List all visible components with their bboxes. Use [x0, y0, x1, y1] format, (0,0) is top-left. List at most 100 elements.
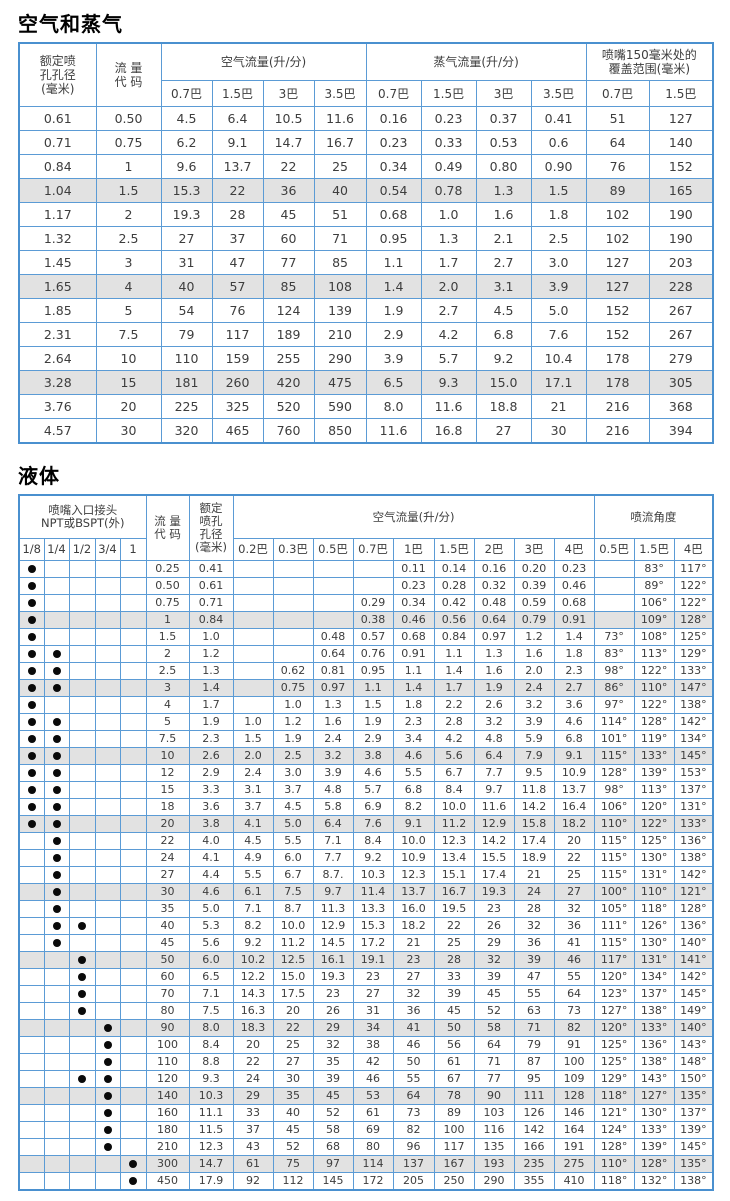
- orifice-cell: 11.5: [188, 1121, 234, 1139]
- angle-cell: 142°: [673, 713, 714, 731]
- flow-code-cell: 0.25: [145, 560, 190, 578]
- connection-cell: [43, 730, 70, 748]
- connection-cell: [68, 1138, 96, 1156]
- orifice-cell: 1.2: [188, 645, 234, 663]
- flow-cell: 3.8: [352, 747, 394, 765]
- angle-cell: 127°: [633, 1087, 675, 1105]
- connection-cell: [94, 594, 121, 612]
- connection-dot: [27, 582, 36, 590]
- table-row: 180 11.5 37 45 58 69 82 100 116 142 164 124° 133° 139…: [18, 1121, 714, 1139]
- header-pressure-col: 1.5巴: [420, 80, 477, 107]
- header-pressure-col: 3巴: [513, 538, 555, 561]
- table-cell: 267: [648, 322, 714, 347]
- header-inlet-size-col: 1/8: [18, 538, 45, 561]
- orifice-cell: 12.3: [188, 1138, 234, 1156]
- header-orifice: 额定 喷孔 孔径 (毫米): [188, 494, 234, 561]
- flow-cell: 1.1: [352, 679, 394, 697]
- flow-cell: 114: [352, 1155, 394, 1173]
- connection-dot: [103, 1075, 112, 1083]
- orifice-cell: 1.7: [188, 696, 234, 714]
- angle-cell: 125°: [593, 1053, 635, 1071]
- flow-cell: 13.4: [433, 849, 475, 867]
- orifice-cell: 1.0: [188, 628, 234, 646]
- flow-cell: 11.4: [352, 883, 394, 901]
- flow-cell: [272, 645, 314, 663]
- connection-cell: [43, 1104, 70, 1122]
- flow-cell: 18.2: [392, 917, 435, 935]
- connection-cell: [119, 662, 147, 680]
- flow-cell: 7.7: [473, 764, 515, 782]
- flow-cell: 25: [553, 866, 595, 884]
- flow-cell: [312, 577, 354, 595]
- connection-cell: [18, 577, 45, 595]
- table-cell: 76: [585, 154, 650, 179]
- flow-cell: 55: [553, 968, 595, 986]
- flow-cell: 23: [473, 900, 515, 918]
- orifice-cell: 0.71: [188, 594, 234, 612]
- flow-cell: 20: [272, 1002, 314, 1020]
- flow-cell: 2.6: [473, 696, 515, 714]
- table-cell: 0.75: [95, 130, 162, 155]
- header-coverage-group: 喷嘴150毫米处的 覆盖范围(毫米): [585, 42, 714, 81]
- flow-cell: 4.6: [392, 747, 435, 765]
- table-cell: 3.0: [530, 250, 587, 275]
- flow-cell: 6.8: [392, 781, 435, 799]
- orifice-cell: 6.0: [188, 951, 234, 969]
- flow-cell: 1.0: [272, 696, 314, 714]
- flow-cell: 27: [553, 883, 595, 901]
- flow-cell: [232, 594, 274, 612]
- flow-cell: 0.46: [392, 611, 435, 629]
- table-cell: 20: [95, 394, 162, 419]
- connection-cell: [119, 679, 147, 697]
- flow-cell: 3.7: [272, 781, 314, 799]
- flow-code-cell: 4: [145, 696, 190, 714]
- flow-cell: 355: [513, 1172, 555, 1191]
- connection-dot: [27, 718, 36, 726]
- flow-cell: 7.5: [272, 883, 314, 901]
- header-inlet-size-col: 1/2: [68, 538, 96, 561]
- connection-cell: [43, 764, 70, 782]
- air-steam-table-body: 0.61 0.50 4.5 6.4 10.5 11.6 0.16 0.23 0.37 0.41 51…: [18, 106, 714, 444]
- flow-cell: 4.8: [473, 730, 515, 748]
- orifice-cell: 1.3: [188, 662, 234, 680]
- flow-cell: 6.0: [272, 849, 314, 867]
- connection-cell: [18, 815, 45, 833]
- flow-code-cell: 18: [145, 798, 190, 816]
- flow-cell: 3.4: [392, 730, 435, 748]
- flow-cell: 11.2: [272, 934, 314, 952]
- table-cell: 102: [585, 202, 650, 227]
- connection-cell: [43, 917, 70, 935]
- table-cell: 5.0: [530, 298, 587, 323]
- flow-cell: 0.48: [473, 594, 515, 612]
- angle-cell: 115°: [593, 934, 635, 952]
- connection-cell: [94, 849, 121, 867]
- angle-cell: 134°: [673, 730, 714, 748]
- table-cell: 71: [313, 226, 367, 251]
- table-cell: 2.5: [530, 226, 587, 251]
- connection-cell: [18, 832, 45, 850]
- table-cell: 0.33: [420, 130, 477, 155]
- flow-cell: 128: [553, 1087, 595, 1105]
- orifice-cell: 10.3: [188, 1087, 234, 1105]
- flow-cell: 1.4: [433, 662, 475, 680]
- table-cell: 89: [585, 178, 650, 203]
- connection-dot: [27, 565, 36, 573]
- flow-cell: [272, 611, 314, 629]
- flow-code-cell: 10: [145, 747, 190, 765]
- flow-cell: 2.4: [312, 730, 354, 748]
- flow-cell: 2.0: [513, 662, 555, 680]
- connection-dot: [52, 667, 61, 675]
- connection-cell: [119, 1070, 147, 1088]
- angle-cell: 127°: [593, 1002, 635, 1020]
- table-cell: 420: [262, 370, 315, 395]
- connection-cell: [119, 747, 147, 765]
- angle-cell: 132°: [633, 1172, 675, 1191]
- flow-cell: 9.5: [513, 764, 555, 782]
- flow-cell: 39: [312, 1070, 354, 1088]
- angle-cell: 135°: [673, 1087, 714, 1105]
- flow-cell: 95: [513, 1070, 555, 1088]
- flow-cell: 71: [473, 1053, 515, 1071]
- flow-code-cell: 110: [145, 1053, 190, 1071]
- orifice-cell: 0.84: [188, 611, 234, 629]
- connection-cell: [43, 985, 70, 1003]
